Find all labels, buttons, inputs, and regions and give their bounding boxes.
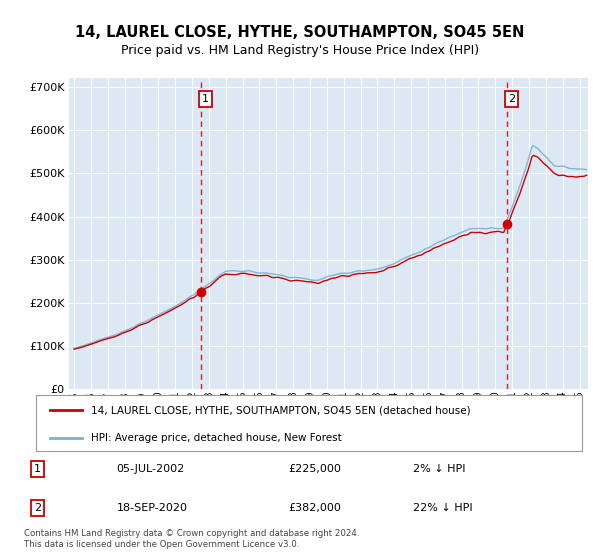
Text: 14, LAUREL CLOSE, HYTHE, SOUTHAMPTON, SO45 5EN (detached house): 14, LAUREL CLOSE, HYTHE, SOUTHAMPTON, SO… — [91, 405, 470, 416]
Text: £225,000: £225,000 — [289, 464, 341, 474]
Text: 2: 2 — [508, 94, 515, 104]
Text: 22% ↓ HPI: 22% ↓ HPI — [413, 503, 472, 513]
Text: Price paid vs. HM Land Registry's House Price Index (HPI): Price paid vs. HM Land Registry's House … — [121, 44, 479, 57]
FancyBboxPatch shape — [36, 395, 582, 451]
Text: 18-SEP-2020: 18-SEP-2020 — [116, 503, 188, 513]
Text: 1: 1 — [34, 464, 41, 474]
Text: 14, LAUREL CLOSE, HYTHE, SOUTHAMPTON, SO45 5EN: 14, LAUREL CLOSE, HYTHE, SOUTHAMPTON, SO… — [76, 25, 524, 40]
Text: 05-JUL-2002: 05-JUL-2002 — [116, 464, 185, 474]
Text: £382,000: £382,000 — [289, 503, 341, 513]
Text: 2% ↓ HPI: 2% ↓ HPI — [413, 464, 466, 474]
Text: 1: 1 — [202, 94, 209, 104]
Text: 2: 2 — [34, 503, 41, 513]
Text: HPI: Average price, detached house, New Forest: HPI: Average price, detached house, New … — [91, 433, 341, 444]
Text: Contains HM Land Registry data © Crown copyright and database right 2024.
This d: Contains HM Land Registry data © Crown c… — [24, 529, 359, 549]
